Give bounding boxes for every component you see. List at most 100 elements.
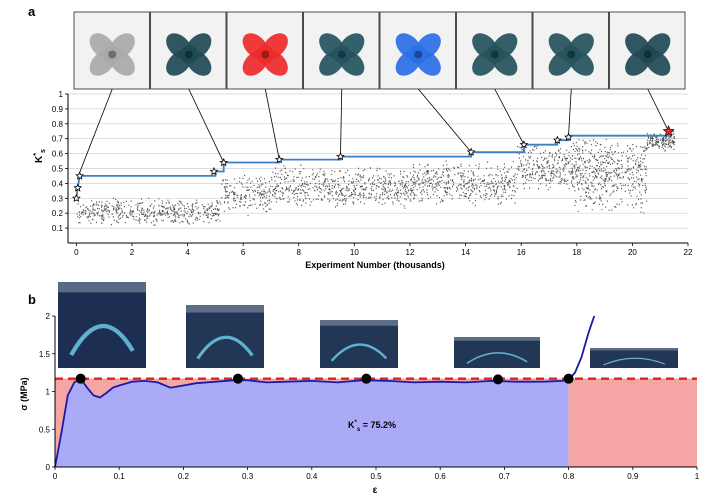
fill-blue-area: [55, 378, 569, 467]
b-xtick-label: 0.4: [306, 472, 318, 481]
a-xtick-label: 20: [628, 248, 637, 257]
photo-platen: [58, 282, 146, 293]
panel-a-ylabel: K*s: [33, 149, 47, 163]
annotation-rest: = 75.2%: [360, 420, 396, 430]
b-ytick-label: 0.5: [39, 425, 51, 434]
a-xtick-label: 4: [185, 248, 190, 257]
star-marker: [209, 166, 219, 176]
photo-teal-print-5: [625, 33, 671, 76]
b-ytick-label: 1.5: [39, 350, 51, 359]
a-xtick-label: 16: [517, 248, 526, 257]
panel-a-ylabel-sub: s: [40, 149, 47, 153]
a-ytick-label: 0.9: [52, 105, 64, 114]
callout-line: [568, 88, 572, 138]
star-marker: [274, 154, 284, 164]
b-xtick-label: 0: [53, 472, 58, 481]
panel-b-chart: 0 0.1 0.2 0.3 0.4 0.5 0.6 0.7 0.8 0.9 1 0 0.5 1 1.5 2 ε…: [19, 282, 700, 496]
best-so-far-line: [75, 130, 675, 199]
callout-line: [340, 88, 343, 157]
photo-highlight: [466, 352, 528, 364]
a-xtick-label: 18: [572, 248, 581, 257]
marker-dot: [492, 374, 503, 385]
star-marker: [552, 135, 562, 144]
star-marker: [336, 151, 345, 161]
b-xtick-label: 0.6: [435, 472, 447, 481]
photo-center: [261, 50, 270, 59]
a-xtick-label: 0: [74, 248, 79, 257]
photo-teal-print-3: [472, 33, 518, 76]
a-ytick-label: 0.6: [52, 150, 64, 159]
callout-line: [417, 88, 472, 153]
marker-dot: [75, 373, 86, 384]
photo-platen: [186, 305, 264, 313]
photo-core: [638, 45, 657, 64]
b-xtick-label: 0.7: [499, 472, 511, 481]
panel-a-grid: [68, 93, 688, 229]
star-marker: [219, 157, 229, 167]
best-star-marker: [662, 124, 675, 137]
b-xtick-label: 0.1: [114, 472, 126, 481]
photo-highlight: [69, 323, 135, 357]
star-marker: [519, 140, 529, 149]
panel-a-ylabel-main: K: [34, 155, 45, 163]
callout-line: [494, 88, 525, 145]
photo-center: [643, 50, 652, 59]
a-ytick-label: 0.1: [52, 224, 64, 233]
photo-core: [485, 45, 504, 64]
a-xtick-label: 22: [684, 248, 693, 257]
a-ytick-label: 0.5: [52, 165, 64, 174]
panel-a-chart: 0 2 4 6 8 10 12 14 16 18 20 22 0.1 0.2 0.3 0.4 0.5 0.6 0.7…: [33, 11, 693, 270]
panel-a-callout-lines: [77, 88, 669, 178]
panel-a-axes: 0 2 4 6 8 10 12 14 16 18 20 22 0.1 0.2 0.3 0.4 0.5 0.6 0.7…: [52, 90, 693, 257]
b-ytick-label: 0: [46, 463, 51, 472]
photo-red-print: [242, 33, 288, 76]
a-ytick-label: 0.7: [52, 135, 64, 144]
photo-highlight: [196, 335, 254, 360]
marker-dot: [361, 373, 372, 384]
photo-teal-print-1: [166, 33, 212, 76]
a-xtick-label: 8: [297, 248, 302, 257]
panel-b-annotation: K*s = 75.2%: [348, 420, 396, 433]
a-ytick-label: 0.8: [52, 120, 64, 129]
b-ytick-label: 2: [46, 312, 51, 321]
panel-a-samples: [76, 133, 676, 226]
photo-center: [337, 50, 346, 59]
a-xtick-label: 2: [130, 248, 135, 257]
b-xtick-label: 0.3: [242, 472, 254, 481]
photo-core: [409, 45, 428, 64]
panel-a-stars: [71, 124, 675, 203]
stress-strain-curve: [54, 315, 596, 468]
photo-core: [332, 45, 351, 64]
annotation-sub: s: [357, 427, 361, 433]
callout-line: [77, 88, 113, 178]
photo-platen: [320, 320, 398, 326]
panel-b-shaded-regions: [55, 378, 697, 467]
photo-platen: [454, 337, 540, 341]
photo-blue-print: [395, 33, 441, 76]
sample-dots: [76, 133, 676, 226]
panel-a-best-line: [75, 130, 675, 199]
a-ytick-label: 1: [59, 90, 64, 99]
panel-b-curve: [54, 315, 697, 468]
photo-highlight: [602, 357, 666, 366]
photo-highlight: [330, 343, 388, 362]
panel-a-ylabel-sup: *: [33, 153, 40, 156]
callout-line: [264, 88, 280, 160]
photo-teal-print-4: [548, 33, 594, 76]
a-ytick-label: 0.3: [52, 194, 64, 203]
panel-label-a: a: [28, 4, 36, 19]
a-xtick-label: 6: [241, 248, 246, 257]
star-marker: [466, 147, 476, 156]
photo-platen: [590, 348, 678, 351]
photo-center: [567, 50, 576, 59]
a-ytick-label: 0.4: [52, 179, 64, 188]
panel-b-photo-strip: [58, 282, 678, 368]
photo-center: [490, 50, 499, 59]
photo-core: [103, 45, 122, 64]
callout-line: [188, 88, 225, 163]
b-xtick-label: 0.2: [178, 472, 190, 481]
photo-center: [108, 50, 117, 59]
photo-core: [256, 45, 275, 64]
b-xtick-label: 0.9: [627, 472, 639, 481]
